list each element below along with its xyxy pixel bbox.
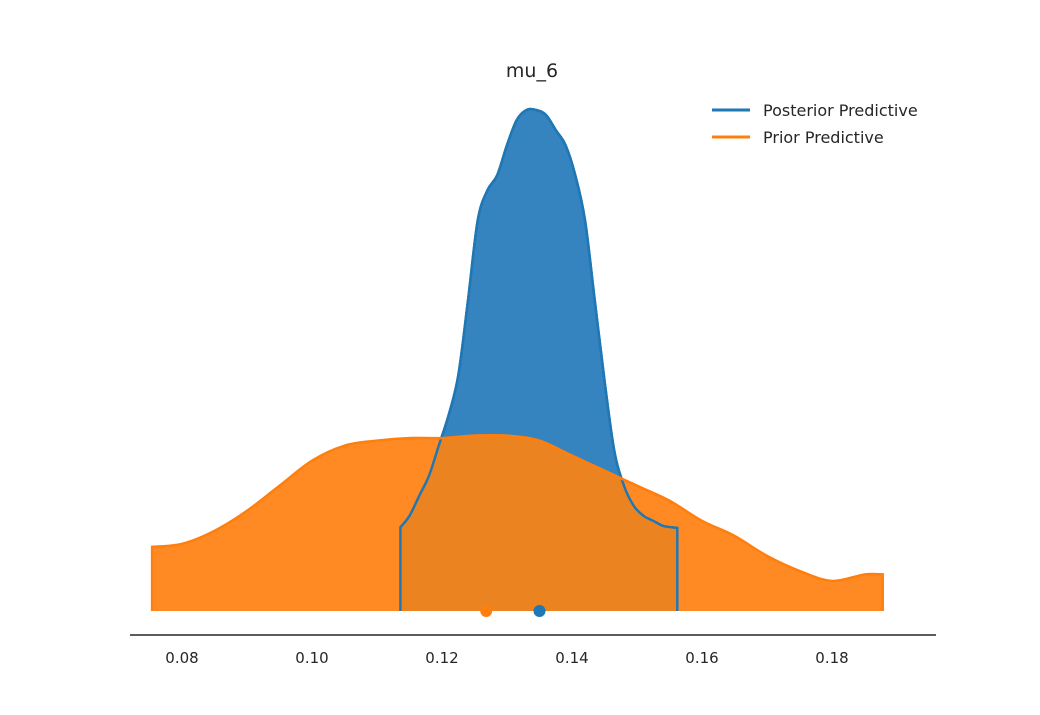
x-tick-label: 0.14	[555, 649, 588, 667]
x-tick-labels: 0.08 0.10 0.12 0.14 0.16 0.18	[165, 649, 848, 667]
overlap-region	[400, 435, 677, 611]
chart-title: mu_6	[506, 60, 558, 82]
x-tick-label: 0.08	[165, 649, 198, 667]
x-tick-label: 0.12	[425, 649, 458, 667]
posterior-outline-overlay	[399, 107, 679, 611]
x-tick-label: 0.10	[295, 649, 328, 667]
x-tick-label: 0.16	[685, 649, 718, 667]
prior-point-estimate	[480, 605, 493, 617]
legend-label-posterior: Posterior Predictive	[763, 101, 918, 120]
area-layer	[150, 107, 884, 617]
x-tick-label: 0.18	[815, 649, 848, 667]
posterior-point-estimate	[533, 605, 546, 617]
legend: Posterior Predictive Prior Predictive	[712, 101, 918, 147]
prior-outline-overlay	[400, 434, 678, 507]
legend-label-prior: Prior Predictive	[763, 128, 884, 147]
